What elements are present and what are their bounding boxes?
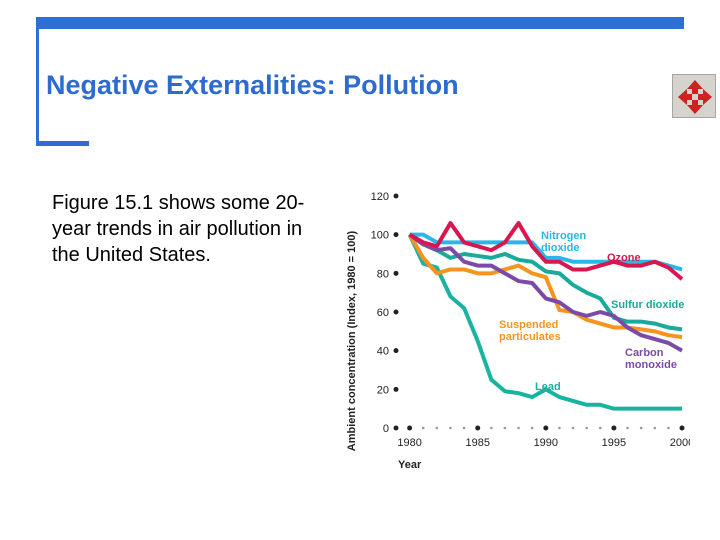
series-label: Sulfur dioxide xyxy=(611,299,684,311)
y-tick-mark xyxy=(394,194,399,199)
series-label: Nitrogen dioxide xyxy=(541,230,587,254)
x-tick-mark xyxy=(667,427,670,430)
x-tick-mark xyxy=(585,427,588,430)
x-tick-label: 1980 xyxy=(397,437,421,449)
series-label: Lead xyxy=(535,381,561,393)
x-tick-mark xyxy=(490,427,493,430)
x-tick-mark xyxy=(463,427,466,430)
series-label: Carbon monoxide xyxy=(625,347,677,371)
series-label: Suspended particulates xyxy=(499,319,561,343)
y-tick-mark xyxy=(394,232,399,237)
y-axis-title: Ambient concentration (Index, 1980 = 100… xyxy=(346,230,358,451)
x-tick-label: 1985 xyxy=(465,437,489,449)
x-tick-label: 1995 xyxy=(602,437,626,449)
y-tick-label: 120 xyxy=(371,191,389,203)
y-tick-mark xyxy=(394,387,399,392)
series-label: Ozone xyxy=(607,252,641,264)
x-tick-mark xyxy=(475,426,480,431)
y-tick-mark xyxy=(394,426,399,431)
body-text: Figure 15.1 shows some 20-year trends in… xyxy=(52,190,327,268)
x-tick-mark xyxy=(558,427,561,430)
y-tick-label: 100 xyxy=(371,230,389,242)
four-way-arrows-icon xyxy=(673,75,717,119)
y-tick-label: 40 xyxy=(377,346,389,358)
x-tick-mark xyxy=(611,426,616,431)
x-tick-mark xyxy=(422,427,425,430)
nav-button[interactable] xyxy=(672,74,716,118)
x-tick-mark xyxy=(543,426,548,431)
pollution-trend-chart: Ambient concentration (Index, 1980 = 100… xyxy=(338,183,690,473)
x-tick-mark xyxy=(599,427,602,430)
x-tick-mark xyxy=(449,427,452,430)
y-tick-label: 0 xyxy=(383,423,389,435)
y-tick-label: 60 xyxy=(377,307,389,319)
title-accent-bar-bottom xyxy=(36,141,89,146)
x-tick-mark xyxy=(517,427,520,430)
y-tick-label: 20 xyxy=(377,384,389,396)
x-tick-mark xyxy=(680,426,685,431)
y-tick-mark xyxy=(394,310,399,315)
title-accent-bar-left xyxy=(36,29,39,144)
x-tick-mark xyxy=(504,427,507,430)
x-tick-mark xyxy=(653,427,656,430)
x-tick-mark xyxy=(531,427,534,430)
y-tick-mark xyxy=(394,348,399,353)
x-axis-title: Year xyxy=(398,459,422,471)
y-tick-label: 80 xyxy=(377,268,389,280)
x-tick-label: 1990 xyxy=(534,437,558,449)
x-tick-mark xyxy=(572,427,575,430)
x-tick-mark xyxy=(640,427,643,430)
page-title: Negative Externalities: Pollution xyxy=(46,70,459,101)
title-accent-bar xyxy=(36,17,684,29)
x-tick-label: 2000 xyxy=(670,437,690,449)
x-tick-mark xyxy=(626,427,629,430)
x-tick-mark xyxy=(407,426,412,431)
x-tick-mark xyxy=(436,427,439,430)
y-tick-mark xyxy=(394,271,399,276)
